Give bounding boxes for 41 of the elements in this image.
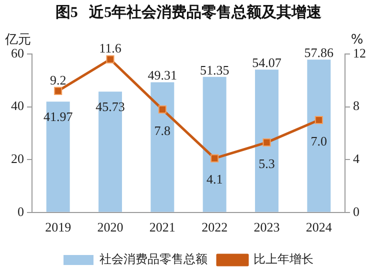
- y2-tick-label: 12: [353, 45, 366, 60]
- legend-label: 社会消费品零售总额: [100, 252, 208, 266]
- data-label: 45.73: [96, 99, 125, 114]
- x-tick-label: 2023: [254, 220, 280, 235]
- point: [210, 154, 219, 162]
- data-label: 4.1: [206, 172, 223, 187]
- data-label: 51.35: [200, 62, 230, 78]
- data-label: 9.2: [50, 72, 66, 88]
- y2-tick-label: 8: [353, 98, 360, 114]
- data-label: 5.3: [258, 156, 275, 171]
- x-tick-label: 2020: [97, 220, 124, 235]
- data-label: 7.0: [310, 133, 328, 148]
- x-tick-label: 2019: [45, 220, 72, 235]
- data-label: 7.8: [154, 122, 171, 138]
- bar: [202, 76, 226, 212]
- bar: [307, 60, 331, 212]
- y2-tick-label: 0: [353, 204, 360, 219]
- data-label: 57.86: [304, 45, 334, 60]
- y-axis-title: 亿元: [4, 32, 31, 48]
- point: [158, 105, 166, 114]
- x-tick-label: 2024: [306, 220, 332, 235]
- chart-title: 图5 近5年社会消费品零售总额及其增速: [55, 2, 323, 21]
- point: [314, 116, 323, 124]
- point: [106, 55, 114, 64]
- point: [262, 138, 271, 146]
- point: [54, 86, 62, 95]
- data-label: 49.31: [148, 68, 178, 83]
- y-tick-label: 20: [11, 151, 24, 166]
- x-tick-label: 2021: [149, 220, 176, 235]
- y2-axis-title: %: [350, 32, 364, 48]
- data-label: 41.97: [43, 109, 74, 124]
- data-label: 11.6: [99, 40, 122, 56]
- x-tick-label: 2022: [202, 220, 228, 235]
- bar: [150, 82, 174, 212]
- legend-label: 比上年增长: [254, 252, 314, 266]
- y-tick-label: 40: [11, 98, 24, 114]
- y2-tick-label: 4: [353, 151, 360, 166]
- y-tick-label: 60: [11, 45, 24, 60]
- y-tick-label: 0: [18, 204, 24, 219]
- bar: [255, 70, 278, 212]
- data-label: 54.07: [252, 55, 282, 70]
